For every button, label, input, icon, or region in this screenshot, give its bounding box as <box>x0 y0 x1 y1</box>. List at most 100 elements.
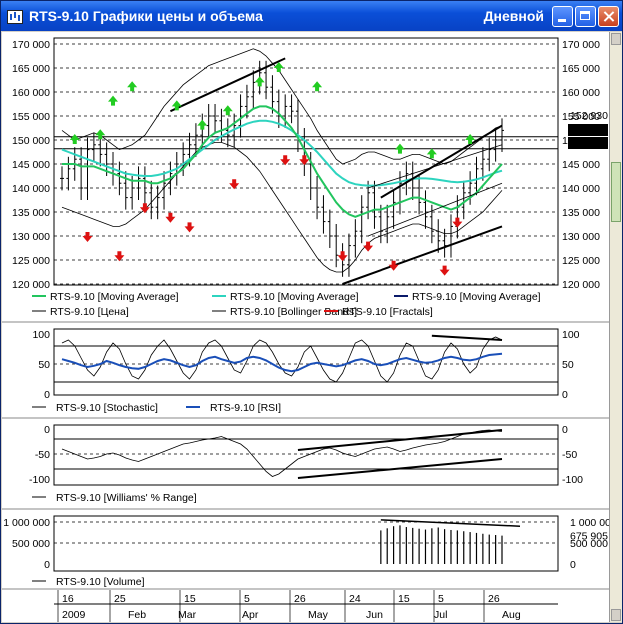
volume-tick-right: 500 000 <box>570 538 608 550</box>
price-marker-label: 150685 <box>570 125 605 137</box>
williams-trend-line <box>297 458 503 479</box>
legend-label: RTS-9.10 [Fractals] <box>342 306 433 318</box>
moving-average-cyan-line <box>61 119 503 187</box>
price-tick-left: 125 000 <box>12 255 50 267</box>
moving-averages <box>61 105 503 218</box>
fractal-down-arrow <box>452 217 463 228</box>
fractal-up-arrow <box>426 148 437 159</box>
volume-trend-line <box>380 519 521 527</box>
date-month-label: Mar <box>178 609 197 621</box>
price-tick-left: 120 000 <box>12 279 50 291</box>
volume-last-label: 675 905 <box>570 531 608 543</box>
date-day-label: 16 <box>62 593 74 605</box>
bollinger-bands <box>61 48 503 273</box>
stoch-tick-left: 0 <box>44 389 50 401</box>
volume-panel: 1 000 000 1 000 000 500 000 500 000 0 0 675 90… <box>3 517 609 588</box>
price-tick-left: 170 000 <box>12 39 50 51</box>
legend-label: RTS-9.10 [Williams' % Range] <box>56 492 197 504</box>
date-day-label: 26 <box>294 593 306 605</box>
fractal-down-arrow <box>337 251 348 262</box>
legend-label: RTS-9.10 [Moving Average] <box>412 291 541 303</box>
panel-frames <box>53 37 559 572</box>
stoch-tick-right: 100 <box>562 329 580 341</box>
price-marker-label: 148183 <box>570 138 605 150</box>
maximize-icon[interactable] <box>575 6 596 27</box>
fractal-up-arrow <box>108 95 119 106</box>
fractal-up-arrow <box>312 81 323 92</box>
price-tick-left: 145 000 <box>12 159 50 171</box>
minimize-icon[interactable] <box>552 6 573 27</box>
price-marker-box <box>568 124 608 136</box>
price-panel-frame <box>53 37 559 286</box>
date-day-label: 15 <box>398 593 410 605</box>
stoch-tick-left: 50 <box>38 359 50 371</box>
moving-average-green-line <box>62 105 503 218</box>
williams-line <box>61 429 503 477</box>
fractal-up-arrow <box>222 105 233 116</box>
fractal-down-arrow <box>280 155 291 166</box>
fractal-down-arrow <box>114 251 125 262</box>
date-axis: 16 25 15 5 26 24 15 5 26 2009 Feb Mar Apr May Jun Jul Au… <box>54 590 558 622</box>
williams-panel: 0 0 -50 -50 -100 -100 RTS-9.10 [Williams' % Ra… <box>29 424 583 504</box>
fractal-down-arrow <box>388 260 399 271</box>
date-month-label: Jun <box>366 609 383 621</box>
fractal-down-arrow <box>165 212 176 223</box>
fractal-down-arrow <box>299 155 310 166</box>
price-tick-right: 135 000 <box>562 207 600 219</box>
vertical-scrollbar[interactable] <box>609 32 622 622</box>
price-tick-left: 160 000 <box>12 87 50 99</box>
williams-tick-right: -100 <box>562 474 583 486</box>
window-title: RTS-9.10 Графики цены и объема <box>29 8 263 24</box>
price-tick-right: 165 000 <box>562 63 600 75</box>
date-month-label: May <box>308 609 329 621</box>
fractal-up-arrow <box>69 134 80 144</box>
stochastic-panel-frame <box>53 328 559 396</box>
date-month-label: 2009 <box>62 609 86 621</box>
scroll-thumb[interactable] <box>611 162 621 222</box>
williams-tick-left: -100 <box>29 474 50 486</box>
price-tick-right: 160 000 <box>562 87 600 99</box>
stoch-tick-left: 100 <box>32 329 50 341</box>
stoch-tick-right: 50 <box>562 359 574 371</box>
price-tick-right: 120 000 <box>562 279 600 291</box>
volume-tick-left: 0 <box>44 559 50 571</box>
scroll-down-arrow[interactable] <box>611 609 621 621</box>
volume-tick-right: 1 000 000 <box>570 517 609 529</box>
last-price-label: 152 930 <box>570 110 608 122</box>
price-tick-right: 140 000 <box>562 183 600 195</box>
trend-line <box>380 124 503 199</box>
price-tick-right: 130 000 <box>562 231 600 243</box>
bollinger-upper-line <box>61 48 503 165</box>
close-icon[interactable] <box>598 6 619 27</box>
date-month-label: Jul <box>434 609 447 621</box>
trend-line <box>342 225 503 285</box>
date-month-label: Aug <box>502 609 521 621</box>
price-tick-left: 165 000 <box>12 63 50 75</box>
volume-tick-left: 500 000 <box>12 538 50 550</box>
date-day-label: 26 <box>488 593 500 605</box>
price-tick-right: 170 000 <box>562 39 600 51</box>
legend-label: RTS-9.10 [Moving Average] <box>50 291 179 303</box>
date-month-label: Feb <box>128 609 146 621</box>
fractal-down-arrow <box>184 222 195 233</box>
title-bar[interactable]: RTS-9.10 Графики цены и объема Дневной <box>1 1 622 31</box>
chart-app-icon[interactable] <box>7 10 23 24</box>
fractal-down-arrow <box>139 203 150 214</box>
stoch-trend-line <box>431 334 503 341</box>
fractal-down-arrow <box>363 241 374 252</box>
legend-label: RTS-9.10 [Bollinger Bands] <box>230 306 357 318</box>
fractals <box>69 62 476 276</box>
price-legend: RTS-9.10 [Moving Average] RTS-9.10 [Movin… <box>32 291 541 318</box>
date-month-label: Apr <box>242 609 259 621</box>
fractal-up-arrow <box>465 134 476 144</box>
volume-tick-left: 1 000 000 <box>3 517 50 529</box>
price-tick-left: 155 000 <box>12 111 50 123</box>
date-day-label: 5 <box>244 593 250 605</box>
channel-line <box>367 182 503 237</box>
williams-trend-line <box>297 429 503 451</box>
scroll-up-arrow[interactable] <box>611 33 621 45</box>
legend-label: RTS-9.10 [Moving Average] <box>230 291 359 303</box>
fractal-up-arrow <box>254 76 265 87</box>
stochastic-rsi-panel: 100 100 50 50 0 0 RTS-9.10 [Stochastic] RTS-9.1… <box>32 329 580 414</box>
